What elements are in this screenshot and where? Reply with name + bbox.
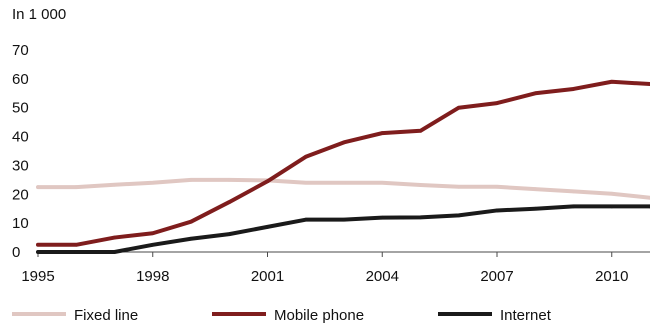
plot-layer: In 1 000 0 10 20 30 40 50 60 70 1995 1998 2001 2004 2… [12,6,650,285]
legend: Fixed line Mobile phone Internet [12,307,552,324]
data-point [74,242,79,247]
data-point [36,185,40,189]
data-point [456,184,461,189]
data-point [112,182,117,187]
legend-item-internet: Internet [438,307,552,324]
data-point [571,87,576,91]
data-point [36,242,40,247]
data-point [112,250,117,254]
y-tick-label: 10 [12,215,29,232]
data-point [303,154,308,159]
x-tick-label: 2007 [480,268,513,285]
data-point [189,236,193,241]
y-tick-label: 0 [12,244,20,261]
data-point [495,184,499,189]
y-tick-label: 30 [12,157,29,174]
data-point [380,180,385,185]
data-point [495,101,499,105]
data-point [74,250,79,254]
data-point [189,219,193,224]
y-tick-label: 40 [12,129,29,146]
legend-label: Internet [500,307,552,324]
data-point [227,178,232,182]
data-point [495,208,499,213]
y-axis-label: In 1 000 [12,6,66,23]
x-tick-label: 1995 [21,268,54,285]
data-point [609,204,614,209]
data-point [418,215,423,220]
legend-label: Mobile phone [274,307,364,324]
y-tick-label: 50 [12,100,29,117]
data-point [342,217,346,222]
data-point [265,225,270,229]
data-point [36,250,40,254]
x-tick-label: 2004 [366,268,399,285]
data-point [227,200,232,204]
data-point [227,232,232,236]
data-point [609,79,614,84]
data-point [571,189,576,194]
data-point [112,235,117,240]
data-point [150,231,155,236]
data-point [74,185,79,189]
data-point [533,91,538,96]
data-point [456,213,461,218]
y-tick-label: 20 [12,186,29,203]
data-point [533,206,538,211]
x-tick-label: 1998 [136,268,169,285]
legend-label: Fixed line [74,307,138,324]
data-point [380,215,385,220]
x-tick-label: 2010 [595,268,628,285]
data-point [533,187,538,191]
data-point [303,180,308,185]
data-point [418,129,423,133]
data-point [150,180,155,185]
legend-item-mobile-phone: Mobile phone [212,307,364,324]
legend-item-fixed-line: Fixed line [12,307,138,324]
data-point [380,131,385,135]
x-tick-label: 2001 [251,268,284,285]
data-point [571,204,576,209]
data-point [456,105,461,110]
y-tick-label: 60 [12,71,29,88]
data-point [418,183,423,187]
data-point [265,179,270,184]
data-point [609,191,614,196]
series-line-internet [36,204,650,254]
data-point [303,217,308,222]
data-point [150,242,155,247]
data-point [189,178,193,182]
y-tick-label: 70 [12,42,29,59]
data-point [342,180,346,185]
data-point [342,140,346,145]
